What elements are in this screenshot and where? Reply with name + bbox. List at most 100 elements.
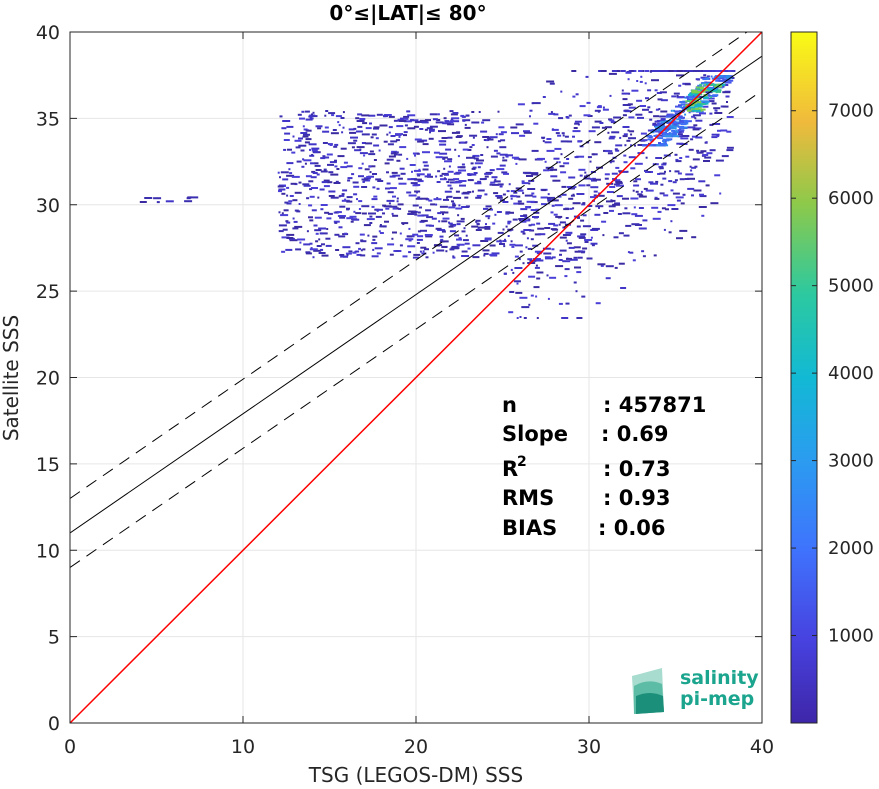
- density-cell: [561, 193, 567, 196]
- density-cell: [376, 113, 383, 116]
- density-cell: [360, 240, 367, 243]
- density-cell: [720, 129, 728, 132]
- density-cell: [491, 176, 498, 179]
- density-cell: [449, 110, 454, 113]
- density-cell: [517, 103, 525, 106]
- density-cell: [651, 79, 659, 82]
- density-cell: [691, 166, 697, 169]
- density-cell: [520, 220, 527, 223]
- density-cell: [392, 195, 396, 198]
- density-cell: [606, 200, 613, 203]
- density-cell: [428, 137, 434, 140]
- density-cell: [706, 88, 713, 91]
- density-cell: [694, 104, 702, 107]
- density-cell: [510, 190, 516, 193]
- density-cell: [691, 135, 698, 138]
- density-cell: [295, 146, 301, 149]
- density-cell: [600, 264, 604, 267]
- density-cell: [594, 141, 602, 144]
- density-cell: [326, 153, 333, 156]
- density-cell: [692, 70, 701, 72]
- density-cell: [306, 197, 310, 200]
- density-cell: [519, 250, 523, 253]
- colorbar-tick-label: 7000: [828, 101, 874, 122]
- density-cell: [361, 133, 370, 136]
- density-cell: [529, 109, 533, 112]
- density-cell: [282, 228, 288, 231]
- density-cell: [471, 111, 475, 113]
- density-cell: [718, 79, 727, 82]
- density-cell: [509, 291, 515, 293]
- density-cell: [504, 238, 506, 241]
- density-cell: [330, 196, 339, 199]
- density-cell: [642, 108, 649, 111]
- density-cell: [536, 277, 541, 280]
- density-cell: [575, 290, 578, 293]
- density-cell: [590, 229, 599, 231]
- density-cell: [495, 133, 498, 136]
- y-tick-label: 10: [36, 540, 60, 562]
- density-cell: [373, 126, 380, 129]
- density-cell: [656, 119, 664, 122]
- density-cell: [597, 263, 606, 266]
- density-cell: [396, 159, 401, 162]
- density-cell: [451, 245, 459, 248]
- density-cell: [700, 76, 708, 79]
- density-cell: [320, 208, 324, 211]
- density-cell: [408, 194, 417, 197]
- density-cell: [336, 211, 342, 214]
- density-cell: [645, 156, 648, 159]
- density-cell: [369, 150, 374, 153]
- density-cell: [702, 78, 707, 81]
- salinity-logo-icon: [632, 668, 664, 714]
- density-cell: [315, 232, 319, 235]
- density-cell: [687, 106, 696, 109]
- density-cell: [444, 190, 452, 193]
- density-cell: [627, 103, 633, 106]
- density-cell: [402, 255, 408, 258]
- density-cell: [650, 138, 655, 141]
- density-cell: [602, 108, 609, 111]
- density-cell: [346, 254, 349, 256]
- density-cell: [387, 243, 395, 246]
- density-cell: [686, 100, 690, 102]
- density-cell: [697, 108, 706, 111]
- density-cell: [327, 163, 334, 166]
- density-cell: [534, 233, 541, 236]
- density-cell: [678, 104, 682, 107]
- density-cell: [383, 205, 392, 208]
- density-cell: [631, 89, 639, 92]
- density-cell: [643, 187, 648, 190]
- density-cell: [392, 174, 401, 177]
- y-tick-label: 5: [48, 627, 60, 649]
- density-cell: [451, 131, 460, 134]
- density-cell: [566, 257, 572, 260]
- density-cell: [343, 161, 348, 164]
- density-cell: [572, 130, 581, 133]
- density-cell: [355, 212, 362, 215]
- density-cell: [390, 135, 396, 137]
- density-cell: [470, 162, 474, 165]
- density-cell: [144, 197, 153, 199]
- density-cell: [526, 175, 533, 177]
- density-cell: [648, 144, 653, 147]
- density-cell: [673, 116, 677, 119]
- density-cell: [281, 127, 287, 130]
- density-cell: [719, 192, 722, 195]
- density-cell: [561, 185, 567, 188]
- density-cell: [656, 123, 664, 126]
- density-cell: [678, 117, 685, 120]
- density-cell: [419, 128, 424, 130]
- density-cell: [594, 120, 602, 123]
- density-cell: [642, 219, 648, 222]
- density-cell: [709, 112, 713, 115]
- density-cell: [291, 175, 300, 178]
- density-cell: [605, 265, 614, 268]
- density-cell: [665, 208, 669, 211]
- density-cell: [416, 191, 418, 194]
- density-cell: [518, 158, 527, 161]
- density-cell: [342, 246, 351, 249]
- density-cell: [388, 126, 393, 129]
- stat-label: Slope: [502, 422, 568, 446]
- density-cell: [403, 120, 412, 123]
